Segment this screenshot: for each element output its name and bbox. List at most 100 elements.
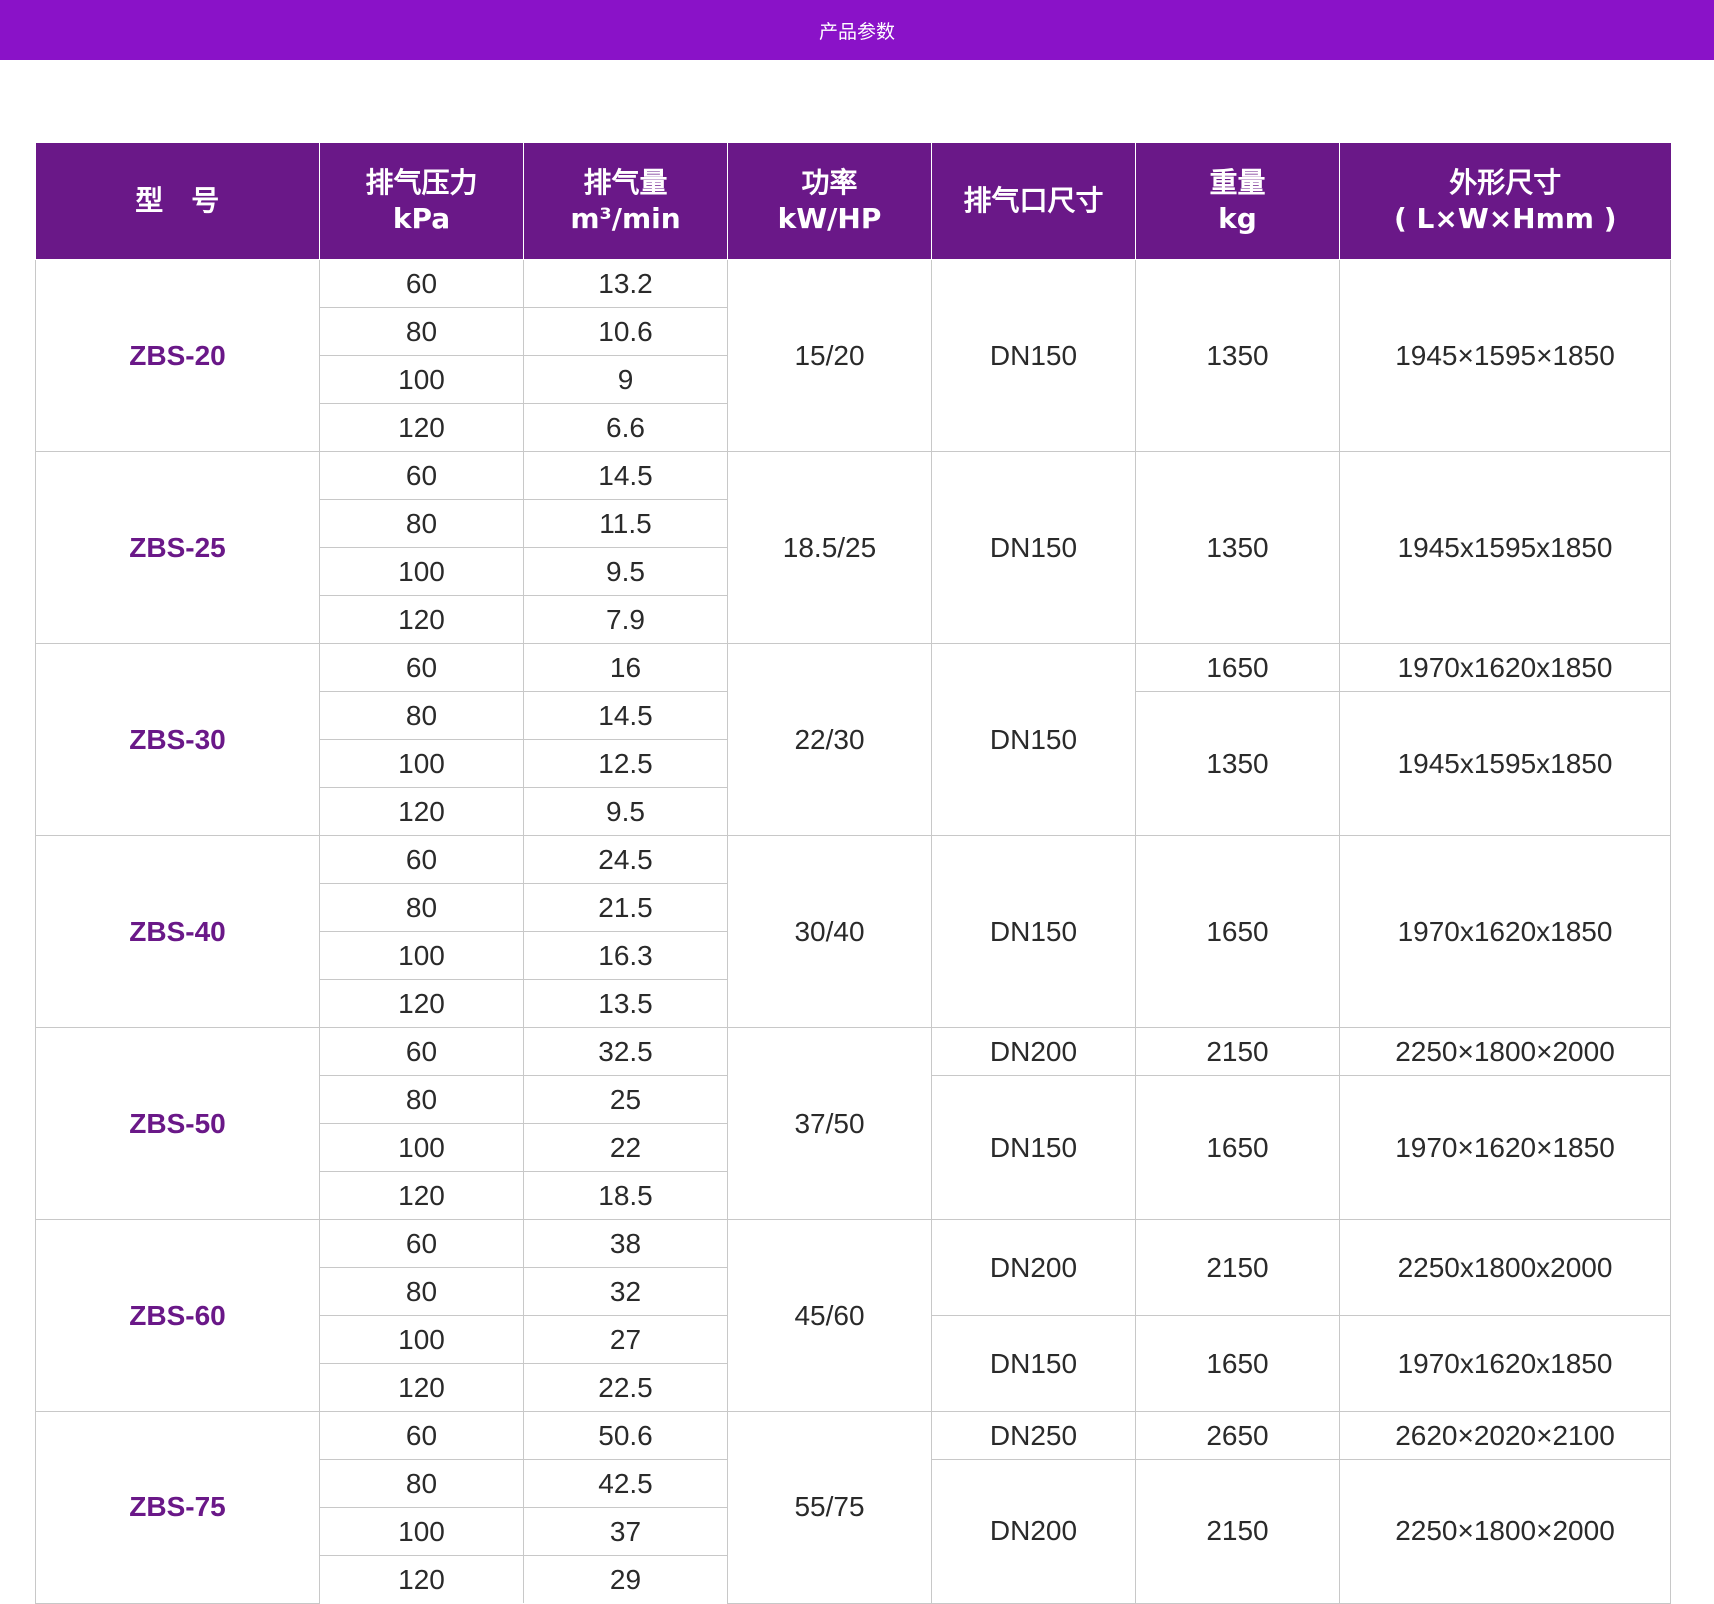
table-row: 100 16.3	[36, 931, 1671, 980]
col-dimensions-header: 外形尺寸 ( L×W×Hmm )	[1339, 143, 1671, 260]
model-cell: ZBS-50	[35, 1027, 320, 1220]
col-power-header: 功率 kW/HP	[727, 143, 932, 260]
dimensions-cell: 1970x1620x1850	[1339, 835, 1671, 1028]
weight-cell: 2650	[1135, 1411, 1340, 1460]
pressure-cell: 60	[319, 1411, 524, 1460]
table-row: 80 21.5	[36, 883, 1671, 932]
col-pressure-header: 排气压力 kPa	[319, 143, 524, 260]
flow-cell: 25	[523, 1075, 728, 1124]
flow-cell: 32.5	[523, 1027, 728, 1076]
dimensions-cell: 1945x1595x1850	[1339, 691, 1671, 836]
flow-cell: 21.5	[523, 883, 728, 932]
dimensions-cell: 1970x1620x1850	[1339, 643, 1671, 692]
flow-cell: 24.5	[523, 835, 728, 884]
table-row: ZBS-50 60 32.5 37/50 DN200 2150 2250×1800×2000	[35, 1027, 1671, 1220]
pressure-cell: 120	[319, 979, 524, 1028]
dimensions-cell: 2250×1800×2000	[1339, 1459, 1671, 1604]
outlet-cell: DN200	[931, 1459, 1136, 1604]
pressure-cell: 100	[319, 547, 524, 596]
flow-cell: 14.5	[523, 691, 728, 740]
product-spec-table: 型 号 排气压力 kPa 排气量 m³/min 功率 kW/HP 排气口尺寸 重…	[35, 143, 1671, 1604]
weight-cell: 1350	[1135, 451, 1340, 644]
table-row: 80 11.5	[36, 499, 1671, 548]
table-row: 100 27 DN150 1650 1970x1620x1850	[36, 1315, 1671, 1412]
table-row: 100 9.5	[36, 547, 1671, 596]
weight-cell: 1650	[1135, 1075, 1340, 1220]
pressure-cell: 60	[319, 259, 524, 308]
table-row: ZBS-20 60 13.2 15/20 DN150 1350 1945×1595×1850	[35, 259, 1671, 452]
flow-cell: 6.6	[523, 403, 728, 452]
outlet-cell: DN150	[931, 1315, 1136, 1412]
flow-cell: 42.5	[523, 1459, 728, 1508]
pressure-cell: 60	[319, 835, 524, 884]
col-weight-header: 重量 kg	[1135, 143, 1340, 260]
model-cell: ZBS-30	[35, 643, 320, 836]
pressure-cell: 120	[319, 1171, 524, 1220]
outlet-cell: DN150	[931, 451, 1136, 644]
pressure-cell: 120	[319, 1555, 524, 1603]
flow-cell: 32	[523, 1267, 728, 1316]
pressure-cell: 80	[319, 691, 524, 740]
table-header: 型 号 排气压力 kPa 排气量 m³/min 功率 kW/HP 排气口尺寸 重…	[35, 143, 1671, 260]
flow-cell: 22.5	[523, 1363, 728, 1412]
outlet-cell: DN250	[931, 1411, 1136, 1460]
col-outlet-header: 排气口尺寸	[931, 143, 1136, 260]
flow-cell: 7.9	[523, 595, 728, 644]
flow-cell: 16.3	[523, 931, 728, 980]
table-row: ZBS-30 60 16 22/30 DN150 1650 1970x1620x1850	[35, 643, 1671, 836]
table-row: 120 18.5	[36, 1171, 1671, 1220]
power-cell: 22/30	[727, 643, 932, 836]
flow-cell: 9.5	[523, 787, 728, 836]
top-banner: 产品参数	[0, 0, 1714, 60]
pressure-cell: 60	[319, 1027, 524, 1076]
flow-cell: 13.2	[523, 259, 728, 308]
pressure-cell: 100	[319, 1123, 524, 1172]
power-cell: 30/40	[727, 835, 932, 1028]
pressure-cell: 120	[319, 403, 524, 452]
dimensions-cell: 2250×1800×2000	[1339, 1027, 1671, 1076]
pressure-cell: 120	[319, 1363, 524, 1412]
table-row: 80 14.5 1350 1945x1595x1850	[36, 691, 1671, 836]
model-cell: ZBS-25	[35, 451, 320, 644]
col-flow-header: 排气量 m³/min	[523, 143, 728, 260]
pressure-cell: 60	[319, 1219, 524, 1268]
flow-cell: 29	[523, 1555, 728, 1603]
model-cell: ZBS-20	[35, 259, 320, 452]
model-cell: ZBS-60	[35, 1219, 320, 1412]
table-row: 120 7.9	[36, 595, 1671, 644]
outlet-cell: DN200	[931, 1219, 1136, 1316]
power-cell: 37/50	[727, 1027, 932, 1220]
dimensions-cell: 2620×2020×2100	[1339, 1411, 1671, 1460]
dimensions-cell: 1945x1595x1850	[1339, 451, 1671, 644]
table-row: 100 37	[36, 1507, 1671, 1556]
flow-cell: 16	[523, 643, 728, 692]
flow-cell: 38	[523, 1219, 728, 1268]
pressure-cell: 120	[319, 595, 524, 644]
weight-cell: 1350	[1135, 691, 1340, 836]
outlet-cell: DN150	[931, 1075, 1136, 1220]
power-cell: 55/75	[727, 1411, 932, 1604]
outlet-cell: DN200	[931, 1027, 1136, 1076]
weight-cell: 2150	[1135, 1459, 1340, 1604]
flow-cell: 12.5	[523, 739, 728, 788]
weight-cell: 1650	[1135, 1315, 1340, 1412]
dimensions-cell: 1970x1620x1850	[1339, 1315, 1671, 1412]
page-title: 产品参数	[818, 20, 895, 43]
header-row: 型 号 排气压力 kPa 排气量 m³/min 功率 kW/HP 排气口尺寸 重…	[35, 143, 1671, 260]
table-row: ZBS-40 60 24.5 30/40 DN150 1650 1970x1620x1850	[35, 835, 1671, 1028]
flow-cell: 50.6	[523, 1411, 728, 1460]
pressure-cell: 80	[319, 307, 524, 356]
pressure-cell: 80	[319, 1267, 524, 1316]
model-cell: ZBS-75	[35, 1411, 320, 1604]
pressure-cell: 120	[319, 787, 524, 836]
model-cell: ZBS-40	[35, 835, 320, 1028]
weight-cell: 1350	[1135, 259, 1340, 452]
pressure-cell: 100	[319, 931, 524, 980]
table-row: 80 10.6	[36, 307, 1671, 356]
table-row: 120 29	[36, 1555, 1671, 1603]
flow-cell: 11.5	[523, 499, 728, 548]
pressure-cell: 60	[319, 451, 524, 500]
outlet-cell: DN150	[931, 643, 1136, 836]
flow-cell: 22	[523, 1123, 728, 1172]
flow-cell: 27	[523, 1315, 728, 1364]
